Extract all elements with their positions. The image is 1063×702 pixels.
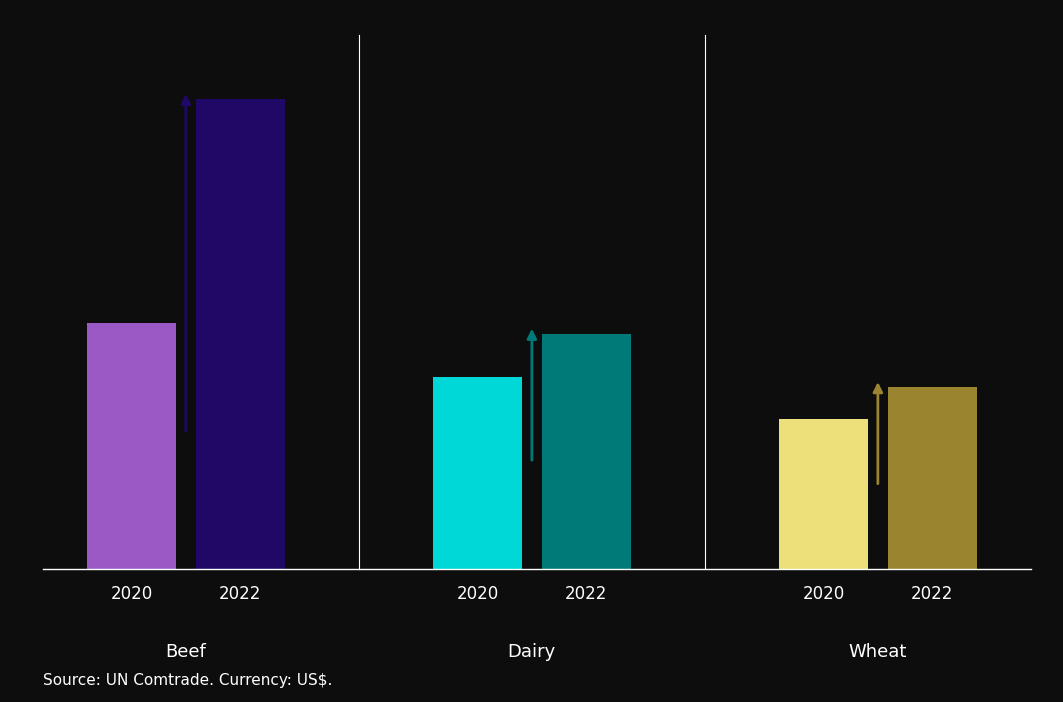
Bar — [433, 376, 522, 569]
Text: Beef: Beef — [166, 643, 206, 661]
Bar — [779, 419, 868, 569]
Bar — [542, 334, 630, 569]
Bar — [196, 99, 285, 569]
Text: Source: UN Comtrade. Currency: US$.: Source: UN Comtrade. Currency: US$. — [43, 673, 332, 688]
Bar — [888, 388, 977, 569]
Text: Dairy: Dairy — [508, 643, 556, 661]
Text: Wheat: Wheat — [848, 643, 907, 661]
Bar — [87, 323, 176, 569]
